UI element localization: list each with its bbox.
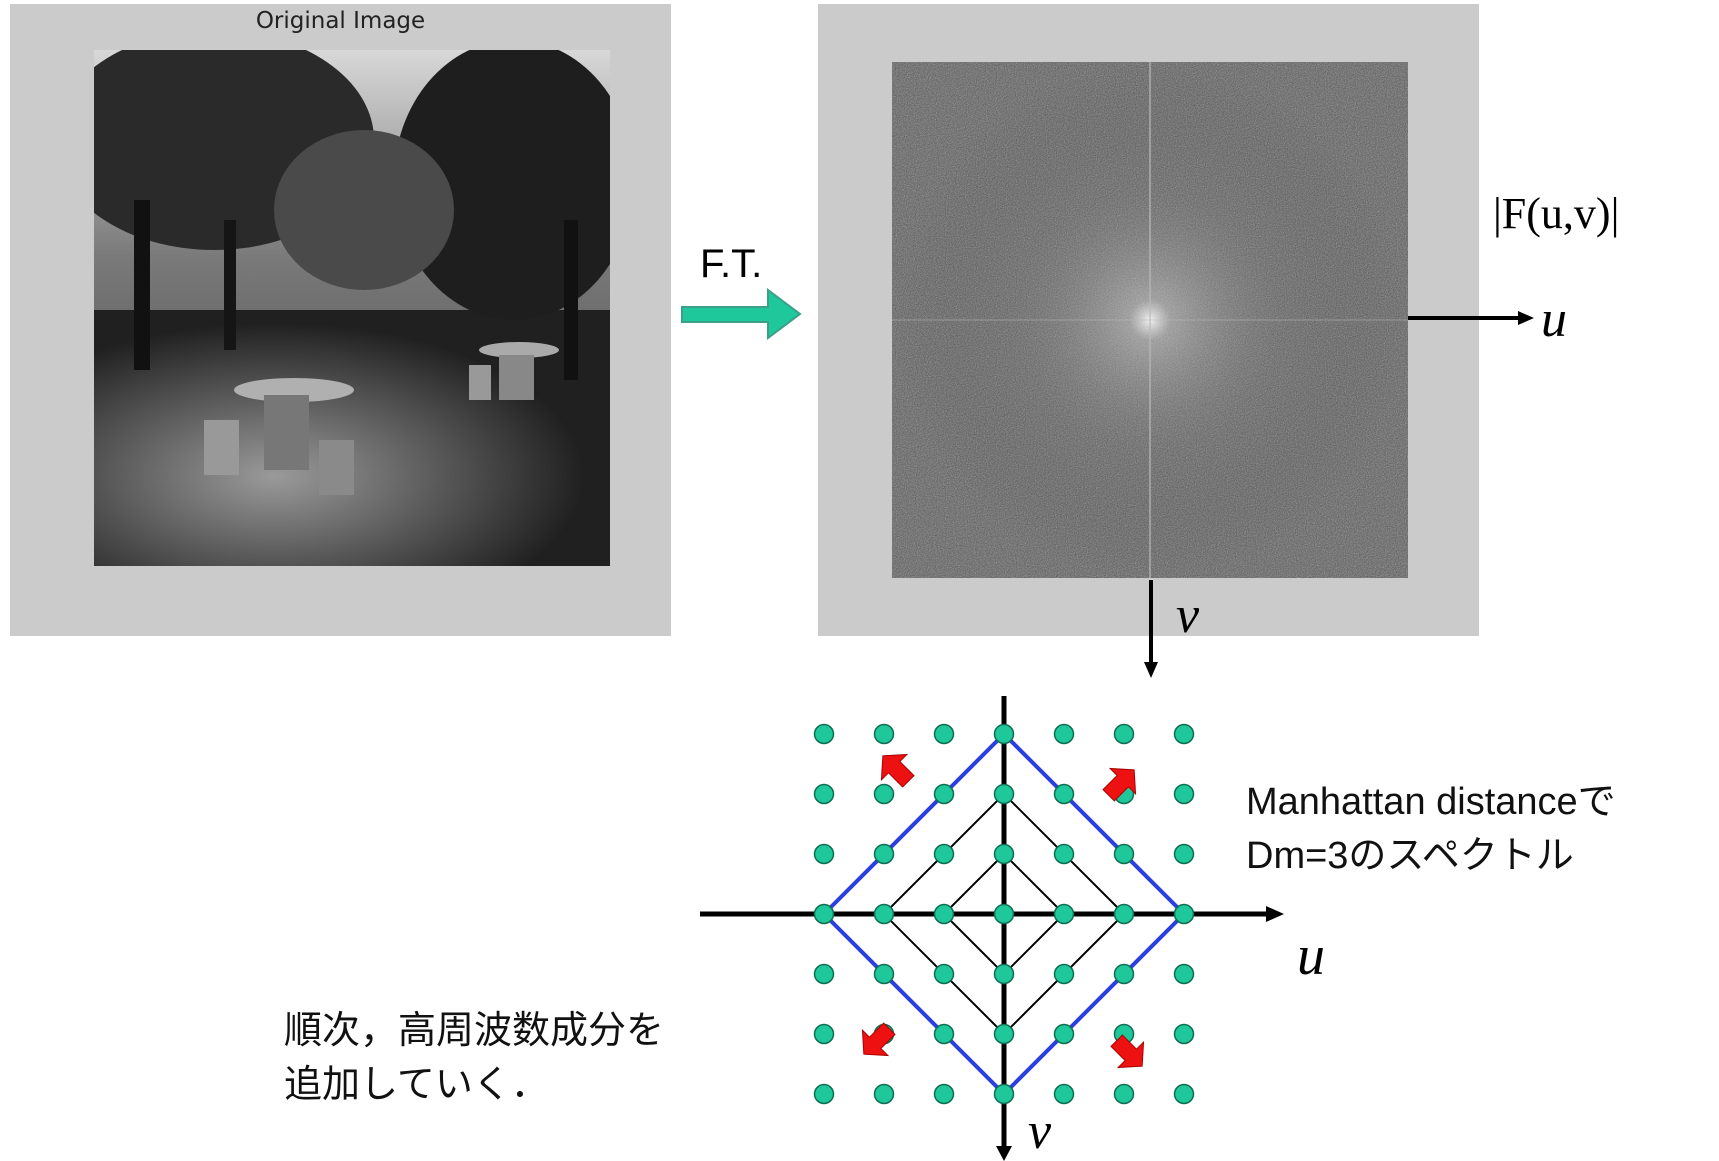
frequency-dot xyxy=(1173,783,1195,805)
frequency-dot xyxy=(1113,1083,1135,1105)
arrow-upper-right xyxy=(1102,767,1137,802)
grid-v-axis-arrowhead xyxy=(996,1146,1012,1161)
grid-u-label: u xyxy=(1297,925,1325,987)
frequency-dot xyxy=(813,903,835,925)
frequency-dot xyxy=(813,1023,835,1045)
frequency-dot xyxy=(993,843,1015,865)
spectrum-u-label: u xyxy=(1541,291,1567,348)
original-image-panel: Original Image xyxy=(10,4,671,636)
grid-u-axis-arrowhead xyxy=(1266,906,1284,922)
frequency-dot xyxy=(873,963,895,985)
frequency-dot xyxy=(1113,843,1135,865)
frequency-dot xyxy=(1113,783,1135,805)
frequency-dot xyxy=(1053,723,1075,745)
frequency-dot xyxy=(993,783,1015,805)
frequency-dot xyxy=(1173,1023,1195,1045)
frequency-dot xyxy=(813,783,835,805)
frequency-dot xyxy=(993,1023,1015,1045)
manhattan-annotation-line-2: Dm=3のスペクトル xyxy=(1246,835,1574,877)
frequency-dot xyxy=(813,963,835,985)
frequency-dot xyxy=(1053,1083,1075,1105)
spectrum-image xyxy=(892,62,1408,578)
frequency-dot xyxy=(1053,1023,1075,1045)
frequency-dot xyxy=(1053,783,1075,805)
grid-v-label: v xyxy=(1028,1103,1052,1160)
spectrum-panel xyxy=(818,4,1479,636)
frequency-dot xyxy=(1173,1083,1195,1105)
sequence-annotation: 順次，高周波数成分を 追加していく． xyxy=(284,1003,664,1111)
frequency-dot xyxy=(873,903,895,925)
frequency-dot xyxy=(933,963,955,985)
sequence-annotation-line-2: 追加していく． xyxy=(284,1062,549,1106)
frequency-dot xyxy=(933,783,955,805)
original-photo xyxy=(94,50,610,566)
frequency-dot xyxy=(1053,903,1075,925)
frequency-dot xyxy=(1173,903,1195,925)
manhattan-annotation: Manhattan distanceで Dm=3のスペクトル xyxy=(1246,775,1616,883)
sequence-annotation-line-1: 順次，高周波数成分を xyxy=(284,1008,665,1052)
frequency-dot xyxy=(993,1083,1015,1105)
manhattan-annotation-line-1: Manhattan distanceで xyxy=(1246,781,1616,823)
frequency-dot xyxy=(1113,1023,1135,1045)
spectrum-v-label: v xyxy=(1176,587,1200,644)
frequency-dot xyxy=(1173,723,1195,745)
frequency-dot xyxy=(1113,963,1135,985)
frequency-dot xyxy=(813,1083,835,1105)
ft-label: F.T. xyxy=(700,242,763,286)
frequency-dot xyxy=(993,903,1015,925)
frequency-dot xyxy=(873,843,895,865)
frequency-dot xyxy=(933,1083,955,1105)
frequency-dot xyxy=(933,843,955,865)
frequency-dot xyxy=(993,963,1015,985)
frequency-dot xyxy=(933,723,955,745)
frequency-dot xyxy=(813,723,835,745)
arrow-lower-right xyxy=(1110,1034,1145,1069)
frequency-dot xyxy=(873,723,895,745)
frequency-dot xyxy=(873,1023,895,1045)
arrow-upper-left xyxy=(880,753,915,788)
frequency-dot xyxy=(873,1083,895,1105)
frequency-dot xyxy=(1173,843,1195,865)
frequency-dot xyxy=(1113,723,1135,745)
frequency-dot xyxy=(1113,903,1135,925)
frequency-dot xyxy=(1173,963,1195,985)
diamond-dm-3 xyxy=(821,731,1187,1097)
frequency-dot xyxy=(1053,843,1075,865)
arrow-lower-left xyxy=(861,1022,896,1057)
frequency-dot xyxy=(993,723,1015,745)
frequency-dot xyxy=(813,843,835,865)
frequency-dot xyxy=(933,903,955,925)
magnitude-label: |F(u,v)| xyxy=(1493,189,1620,238)
original-image-title: Original Image xyxy=(255,8,426,34)
diamond-dm-2 xyxy=(882,792,1126,1036)
frequency-dot xyxy=(873,783,895,805)
frequency-dot xyxy=(933,1023,955,1045)
frequency-dot xyxy=(1053,963,1075,985)
diamond-dm-1 xyxy=(942,852,1066,976)
